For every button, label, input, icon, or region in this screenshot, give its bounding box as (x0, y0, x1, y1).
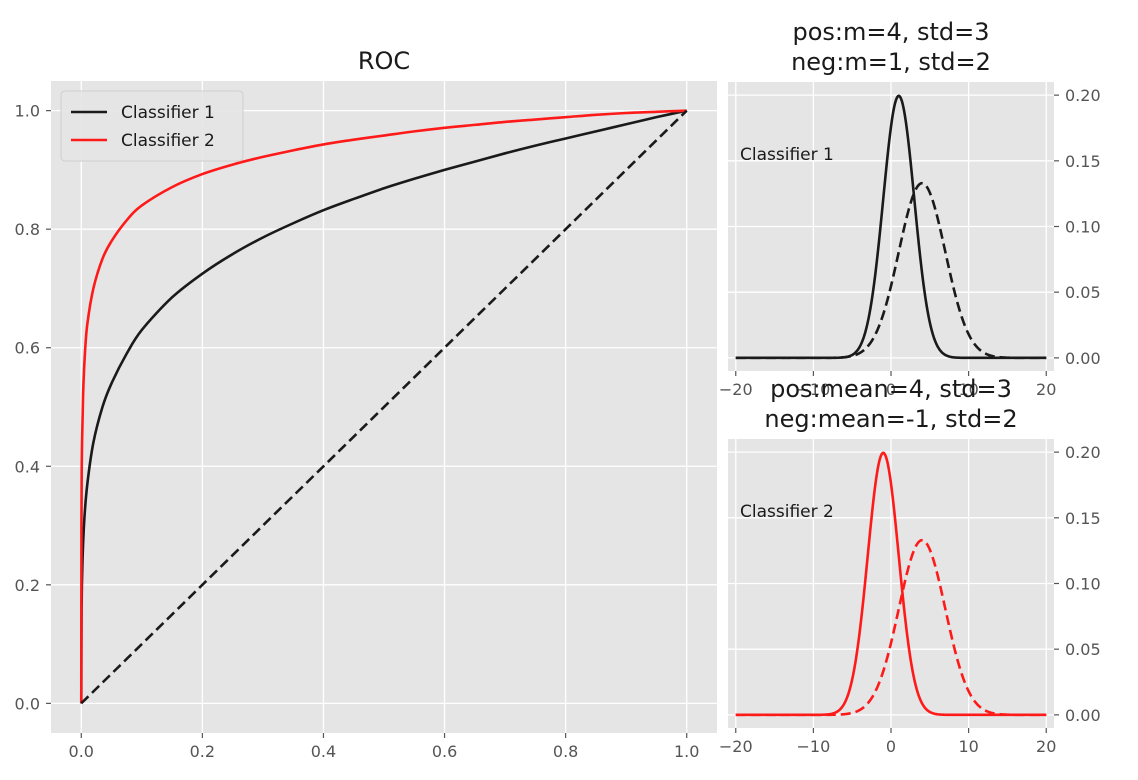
dist2-title-line: neg:mean=-1, std=2 (764, 405, 1017, 433)
dist2-x-tick-label: 0 (886, 737, 896, 756)
dist1-x-tick-label: 0 (886, 380, 896, 399)
roc-y-tick-label: 0.8 (15, 220, 40, 239)
roc-x-tick-label: 0.8 (553, 742, 578, 761)
dist1-x-tick-label: 20 (1036, 380, 1056, 399)
dist2-title-line: pos:mean=4, std=3 (770, 375, 1012, 403)
roc-x-tick-label: 0.6 (432, 742, 457, 761)
dist1-y-tick-label: 0.15 (1065, 152, 1101, 171)
roc-legend-label-1: Classifier 1 (121, 103, 215, 123)
roc-legend-box (60, 90, 244, 162)
roc-y-tick-label: 0.6 (15, 339, 40, 358)
dist2-x-tick-label: −20 (719, 737, 753, 756)
dist1-title-line: neg:m=1, std=2 (791, 48, 991, 76)
roc-y-tick-label: 0.4 (15, 457, 40, 476)
roc-series-classifier-2 (79, 109, 687, 704)
roc-axes: 0.0 0.2 0.4 0.6 0.8 1.0 0.0 0.2 0.4 0.6 0.8 1.0 ROC C… (15, 47, 717, 761)
dist1-y-tick-label: 0.10 (1065, 218, 1101, 237)
dist2-series-dashed-1 (735, 538, 1047, 717)
dist1-series-dashed-1 (735, 181, 1047, 360)
roc-series-classifier-1 (79, 109, 688, 704)
dist2-x-tick-label: 10 (958, 737, 978, 756)
dist1-x-tick-label: −20 (719, 380, 753, 399)
dist2-y-tick-label: 0.15 (1065, 509, 1101, 528)
dist2-x-tick-label: −10 (796, 737, 830, 756)
roc-x-tick-label: 1.0 (674, 742, 699, 761)
roc-y-tick-label: 0.2 (15, 576, 40, 595)
dist2-annotation: Classifier 2 (740, 502, 834, 522)
dist2-y-tick-label: 0.10 (1065, 575, 1101, 594)
dist2-y-tick-label: 0.05 (1065, 640, 1101, 659)
dist1-annotation: Classifier 1 (740, 145, 834, 165)
roc-y-tick-label: 0.0 (15, 694, 40, 713)
dist1-y-tick-label: 0.00 (1065, 349, 1101, 368)
roc-title-line: ROC (358, 47, 410, 75)
roc-legend-label-2: Classifier 2 (121, 131, 215, 151)
classifier-2-distribution-axes: −20 −10 0 10 20 0.00 0.05 0.10 0.15 0.20 pos:mean=… (719, 375, 1101, 756)
dist2-x-tick-label: 20 (1036, 737, 1056, 756)
dist1-x-tick-label: −10 (796, 380, 830, 399)
roc-x-tick-label: 0.0 (69, 742, 94, 761)
dist2-y-tick-label: 0.20 (1065, 443, 1101, 462)
dist1-x-tick-label: 10 (958, 380, 978, 399)
dist1-y-tick-label: 0.20 (1065, 86, 1101, 105)
dist1-y-tick-label: 0.05 (1065, 283, 1101, 302)
roc-x-tick-label: 0.2 (190, 742, 215, 761)
dist2-y-tick-label: 0.00 (1065, 706, 1101, 725)
roc-x-tick-label: 0.4 (311, 742, 336, 761)
roc-series-dashed-2 (80, 109, 688, 705)
classifier-1-distribution-axes: −20 −10 0 10 20 0.00 0.05 0.10 0.15 0.20 pos:m=4, … (719, 18, 1101, 399)
roc-y-tick-label: 1.0 (15, 102, 40, 121)
dist1-title-line: pos:m=4, std=3 (792, 18, 989, 46)
